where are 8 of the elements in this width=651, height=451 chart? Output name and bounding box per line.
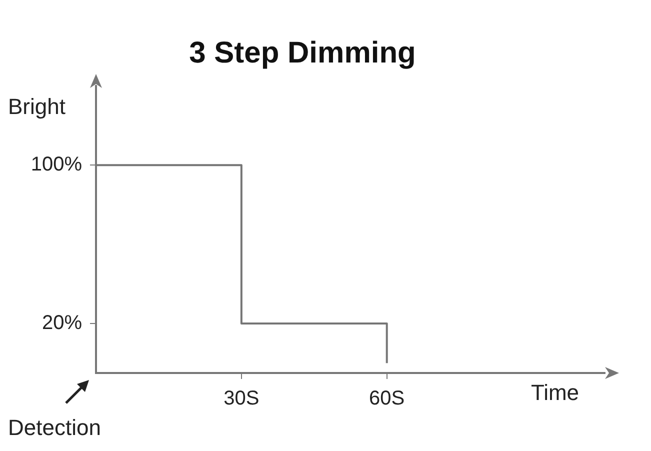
y-tick-label: 100% (30, 154, 82, 176)
text: Detection (8, 415, 101, 440)
x-axis-title: Time (530, 380, 580, 405)
x-tick-label: 60S (369, 388, 405, 410)
y-axis-title: Bright (8, 94, 66, 119)
y-tick-label: 20% (42, 312, 82, 334)
x-tick-label: 30S (224, 388, 260, 410)
chart-title: 3 Step Dimming (189, 36, 416, 70)
